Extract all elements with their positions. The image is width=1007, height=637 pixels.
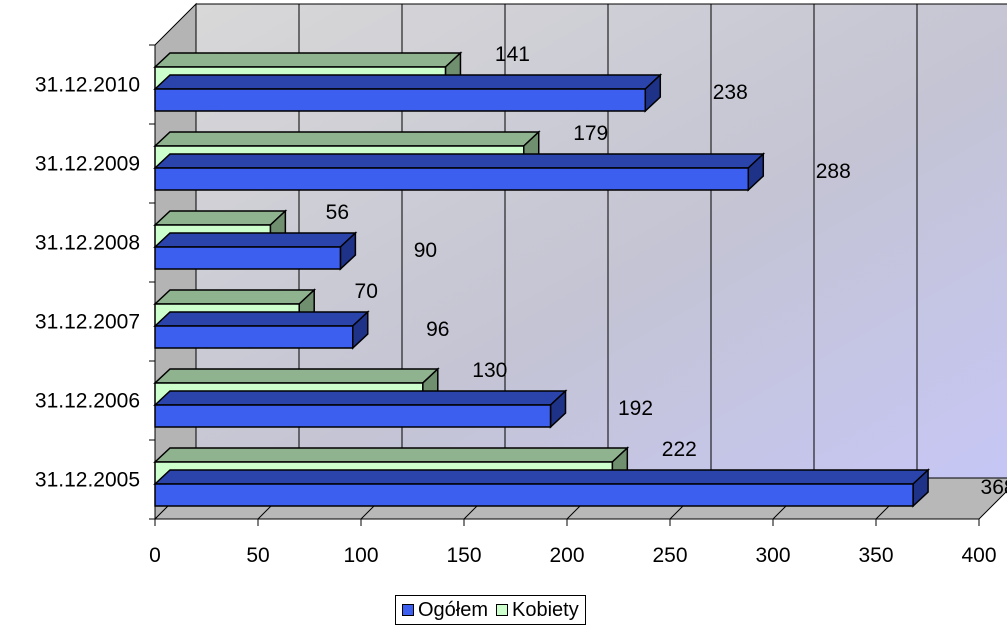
data-label: 96 [426,318,449,341]
legend-swatch-women [496,604,509,616]
x-tick-label: 400 [961,544,996,567]
data-label: 56 [326,201,349,224]
data-label: 70 [355,280,378,303]
bar-top-face [153,52,463,68]
data-label: 179 [573,122,608,145]
data-label: 130 [472,359,507,382]
legend-label-total: Ogółem [418,598,489,621]
bar-total [153,389,568,429]
bars-layer [153,51,930,508]
bar-top-face [153,131,541,147]
axes-layer: 31.12.2010 31.12.2009 31.12.2008 31.12.2007… [35,44,997,567]
x-tick-label: 350 [858,544,893,567]
x-tick-label: 300 [755,544,790,567]
bar-top-face [153,447,630,463]
bar-total [153,152,766,192]
legend-swatch-total [402,604,414,616]
data-label: 288 [816,160,851,183]
legend: Ogółem Kobiety [395,595,586,625]
category-label: 31.12.2008 [35,232,140,255]
data-label: 141 [495,43,530,66]
data-label: 192 [618,397,653,420]
bar-top-face [153,210,288,226]
bar-front-face [154,88,647,112]
bar-front-face [154,483,914,507]
category-label: 31.12.2010 [35,74,140,97]
legend-item-total: Ogółem [402,599,488,622]
legend-label-women: Kobiety [512,598,579,621]
category-label: 31.12.2009 [35,153,140,176]
x-tick-label: 100 [343,544,378,567]
bar-top-face [153,289,317,305]
bar-front-face [154,325,354,349]
bar-top-face [153,153,766,169]
x-tick-label: 200 [549,544,584,567]
data-label: 222 [662,438,697,461]
data-labels-layer: 141 238 179 288 56 90 70 96 130 192 222 368 [326,43,1007,499]
bar-total [153,231,358,271]
bar-top-face [153,390,568,406]
x-tick-label: 0 [149,544,161,567]
legend-item-women: Kobiety [496,599,579,622]
data-label: 238 [713,81,748,104]
bar-top-face [153,311,370,327]
category-label: 31.12.2007 [35,311,140,334]
data-label: 368 [981,476,1007,499]
bar-total [153,73,663,113]
bar-total [153,468,930,508]
bar-top-face [153,74,663,90]
x-tick-label: 250 [652,544,687,567]
bar-front-face [154,246,342,270]
bar-total [153,310,370,350]
bar-front-face [154,167,750,191]
bar-top-face [153,469,930,485]
bar-front-face [154,404,552,428]
x-tick-label: 50 [246,544,269,567]
category-label: 31.12.2006 [35,390,140,413]
bar-top-face [153,368,440,384]
bar-top-face [153,232,358,248]
x-tick-label: 150 [446,544,481,567]
category-label: 31.12.2005 [35,469,140,492]
data-label: 90 [414,239,437,262]
